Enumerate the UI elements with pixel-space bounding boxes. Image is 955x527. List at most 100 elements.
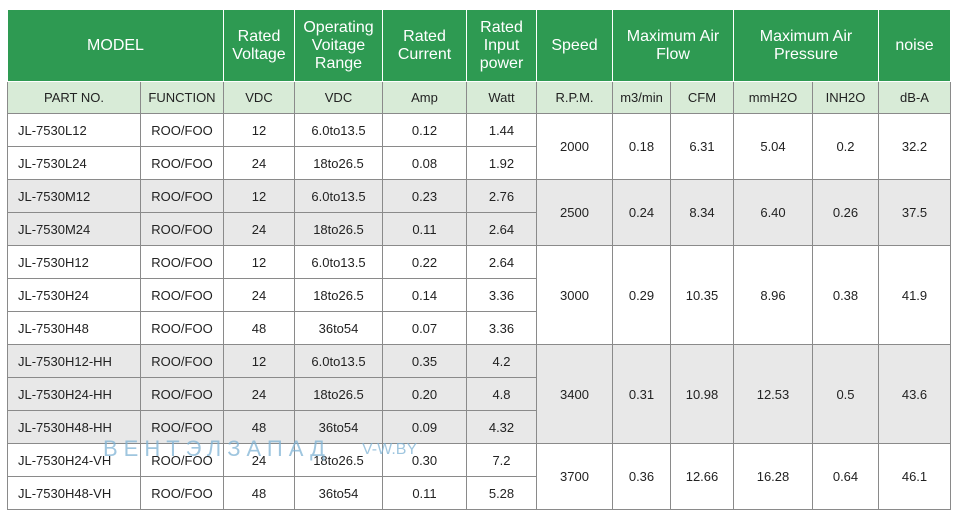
- pressure-mmh2o: 16.28: [733, 443, 813, 510]
- header-rated-power: Rated Input power: [466, 9, 537, 82]
- rated-power: 4.2: [466, 344, 537, 378]
- function: ROO/FOO: [140, 278, 224, 312]
- voltage-range: 18to26.5: [294, 278, 383, 312]
- rated-voltage: 24: [223, 377, 295, 411]
- voltage-range: 36to54: [294, 410, 383, 444]
- part-number: JL-7530L12: [7, 113, 141, 147]
- table-row: JL-7530H12-HH ROO/FOO 12 6.0to13.5 0.35 …: [7, 344, 951, 444]
- header-speed: Speed: [536, 9, 613, 82]
- part-number: JL-7530H48: [7, 311, 141, 345]
- pressure-mmh2o: 12.53: [733, 344, 813, 444]
- rated-current: 0.12: [382, 113, 467, 147]
- part-number: JL-7530H24: [7, 278, 141, 312]
- voltage-range: 6.0to13.5: [294, 113, 383, 147]
- part-number: JL-7530H24-HH: [7, 377, 141, 411]
- function: ROO/FOO: [140, 443, 224, 477]
- voltage-range: 18to26.5: [294, 146, 383, 180]
- flow-m3min: 0.31: [612, 344, 671, 444]
- table-row: JL-7530M12 ROO/FOO 12 6.0to13.5 0.23 2.7…: [7, 179, 951, 246]
- rated-power: 7.2: [466, 443, 537, 477]
- rated-power: 3.36: [466, 311, 537, 345]
- function: ROO/FOO: [140, 245, 224, 279]
- rated-voltage: 24: [223, 278, 295, 312]
- table-row: JL-7530H24 ROO/FOO 24 18to26.5 0.14 3.36: [7, 278, 951, 312]
- flow-m3min: 0.18: [612, 113, 671, 180]
- rated-current: 0.14: [382, 278, 467, 312]
- header-noise: noise: [878, 9, 951, 82]
- rated-power: 2.64: [466, 245, 537, 279]
- table-row: JL-7530H48-HH ROO/FOO 48 36to54 0.09 4.3…: [7, 410, 951, 444]
- rated-power: 4.8: [466, 377, 537, 411]
- header-model: MODEL: [7, 9, 224, 82]
- unit-pressure-mm: mmH2O: [733, 81, 813, 114]
- rated-current: 0.09: [382, 410, 467, 444]
- voltage-range: 36to54: [294, 311, 383, 345]
- speed-rpm: 2000: [536, 113, 613, 180]
- rated-voltage: 48: [223, 410, 295, 444]
- function: ROO/FOO: [140, 410, 224, 444]
- rated-power: 5.28: [466, 476, 537, 510]
- flow-cfm: 8.34: [670, 179, 734, 246]
- function: ROO/FOO: [140, 179, 224, 213]
- unit-pressure-in: INH2O: [812, 81, 879, 114]
- pressure-inh2o: 0.5: [812, 344, 879, 444]
- voltage-range: 18to26.5: [294, 212, 383, 246]
- voltage-range: 36to54: [294, 476, 383, 510]
- part-number: JL-7530M24: [7, 212, 141, 246]
- rated-current: 0.30: [382, 443, 467, 477]
- table-row: JL-7530H48-VH ROO/FOO 48 36to54 0.11 5.2…: [7, 476, 951, 510]
- flow-cfm: 10.35: [670, 245, 734, 345]
- flow-cfm: 12.66: [670, 443, 734, 510]
- flow-cfm: 10.98: [670, 344, 734, 444]
- rated-current: 0.35: [382, 344, 467, 378]
- function: ROO/FOO: [140, 311, 224, 345]
- function: ROO/FOO: [140, 113, 224, 147]
- flow-m3min: 0.29: [612, 245, 671, 345]
- rated-current: 0.22: [382, 245, 467, 279]
- function: ROO/FOO: [140, 377, 224, 411]
- rated-current: 0.20: [382, 377, 467, 411]
- table-row: JL-7530L12 ROO/FOO 12 6.0to13.5 0.12 1.4…: [7, 113, 951, 180]
- part-number: JL-7530H12-HH: [7, 344, 141, 378]
- rated-power: 1.92: [466, 146, 537, 180]
- function: ROO/FOO: [140, 146, 224, 180]
- part-number: JL-7530H12: [7, 245, 141, 279]
- pressure-mmh2o: 5.04: [733, 113, 813, 180]
- noise-dba: 37.5: [878, 179, 951, 246]
- pressure-inh2o: 0.26: [812, 179, 879, 246]
- rated-current: 0.07: [382, 311, 467, 345]
- header-rated-current: Rated Current: [382, 9, 467, 82]
- noise-dba: 43.6: [878, 344, 951, 444]
- pressure-inh2o: 0.38: [812, 245, 879, 345]
- flow-m3min: 0.24: [612, 179, 671, 246]
- part-number: JL-7530H24-VH: [7, 443, 141, 477]
- part-number: JL-7530H48-VH: [7, 476, 141, 510]
- speed-rpm: 3400: [536, 344, 613, 444]
- voltage-range: 18to26.5: [294, 443, 383, 477]
- unit-flow-cfm: CFM: [670, 81, 734, 114]
- voltage-range: 6.0to13.5: [294, 344, 383, 378]
- unit-function: FUNCTION: [140, 81, 224, 114]
- rated-power: 3.36: [466, 278, 537, 312]
- rated-power: 4.32: [466, 410, 537, 444]
- speed-rpm: 2500: [536, 179, 613, 246]
- noise-dba: 41.9: [878, 245, 951, 345]
- unit-current: Amp: [382, 81, 467, 114]
- unit-flow-m3: m3/min: [612, 81, 671, 114]
- rated-current: 0.23: [382, 179, 467, 213]
- noise-dba: 32.2: [878, 113, 951, 180]
- rated-power: 2.76: [466, 179, 537, 213]
- unit-noise: dB-A: [878, 81, 951, 114]
- speed-rpm: 3700: [536, 443, 613, 510]
- table-row: JL-7530H12 ROO/FOO 12 6.0to13.5 0.22 2.6…: [7, 245, 951, 345]
- rated-voltage: 48: [223, 476, 295, 510]
- speed-rpm: 3000: [536, 245, 613, 345]
- function: ROO/FOO: [140, 212, 224, 246]
- rated-voltage: 24: [223, 212, 295, 246]
- rated-voltage: 12: [223, 344, 295, 378]
- function: ROO/FOO: [140, 476, 224, 510]
- header-operating-voltage: Operating Voitage Range: [294, 9, 383, 82]
- voltage-range: 6.0to13.5: [294, 179, 383, 213]
- part-number: JL-7530L24: [7, 146, 141, 180]
- pressure-mmh2o: 6.40: [733, 179, 813, 246]
